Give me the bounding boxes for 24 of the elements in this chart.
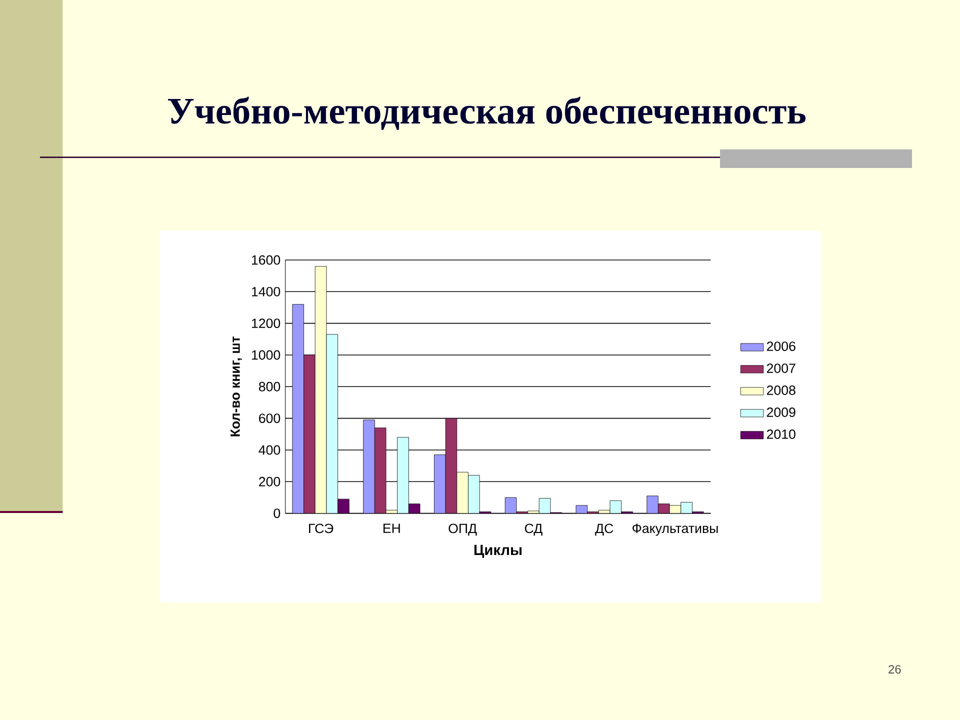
legend-label: 2009 <box>766 408 796 417</box>
x-tick-label: ДС <box>595 524 614 536</box>
x-tick-label: ЕН <box>384 524 400 533</box>
legend-label: 2007 <box>766 364 796 373</box>
x-tick-label: СД <box>524 524 542 536</box>
x-tick-label: Факультативы <box>632 524 718 536</box>
y-tick-label: 200 <box>259 476 280 486</box>
y-tick-label: 1200 <box>252 318 280 328</box>
y-axis-title: Кол-во книг, шт <box>230 336 242 436</box>
y-tick-label: 600 <box>259 414 280 424</box>
x-tick-label: ГСЭ <box>309 524 334 534</box>
y-tick-label: 1600 <box>252 255 280 265</box>
y-tick-label: 1400 <box>252 286 280 296</box>
y-tick-label: 0 <box>274 508 280 518</box>
y-tick-label: 400 <box>258 445 280 455</box>
y-tick-label: 1000 <box>252 350 280 360</box>
x-tick-label: ОПД <box>448 524 477 536</box>
chart-title: Учебно-методическая обеспеченность <box>168 96 806 130</box>
legend-label: 2008 <box>766 386 796 395</box>
legend-label: 2010 <box>766 429 796 439</box>
text: 26 <box>888 665 901 674</box>
y-tick-label: 800 <box>258 382 280 392</box>
legend-label: 2006 <box>766 342 796 352</box>
x-axis-title: Циклы <box>474 544 522 558</box>
